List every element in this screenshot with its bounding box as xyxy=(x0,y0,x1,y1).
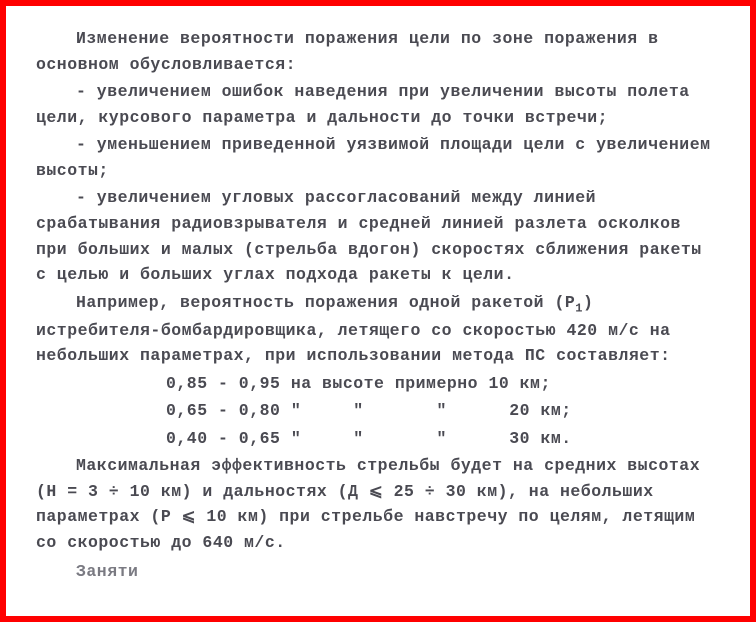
data-row-3: 0,40 - 0,65 " " " 30 км. xyxy=(36,426,720,452)
bullet-item-1: - увеличением ошибок наведения при увели… xyxy=(36,79,720,130)
subscript-1: 1 xyxy=(575,301,583,315)
data-row-2: 0,65 - 0,80 " " " 20 км; xyxy=(36,398,720,424)
bullet-item-2: - уменьшением приведенной уязвимой площа… xyxy=(36,132,720,183)
partial-cutoff-text: Заняти xyxy=(36,559,720,585)
bullet-item-3: - увеличением угловых рассогласований ме… xyxy=(36,185,720,287)
effectiveness-paragraph: Максимальная эффективность стрельбы буде… xyxy=(36,453,720,555)
data-row-1: 0,85 - 0,95 на высоте примерно 10 км; xyxy=(36,371,720,397)
example-paragraph: Например, вероятность поражения одной ра… xyxy=(36,290,720,369)
example-text-a: Например, вероятность поражения одной ра… xyxy=(76,293,575,312)
intro-paragraph: Изменение вероятности поражения цели по … xyxy=(36,26,720,77)
